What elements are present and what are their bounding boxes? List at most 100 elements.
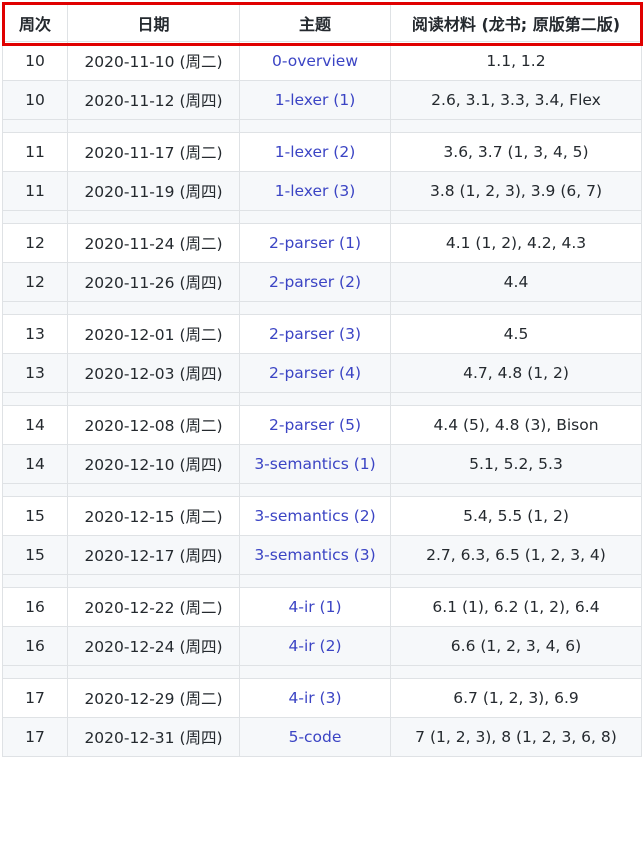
topic-link[interactable]: 4-ir (3) <box>239 678 391 718</box>
spacer-cell <box>67 119 240 133</box>
table-body: 10 2020-11-10 (周二) 0-overview 1.1, 1.2 10 202… <box>2 41 642 757</box>
spacer-cell <box>67 210 240 224</box>
week-cell: 16 <box>2 626 68 666</box>
spacer-cell <box>390 301 642 315</box>
table-row: 15 2020-12-17 (周四) 3-semantics (3) 2.7, 6.3… <box>2 535 642 575</box>
table-row: 13 2020-12-01 (周二) 2-parser (3) 4.5 <box>2 314 642 354</box>
table-row: 12 2020-11-26 (周四) 2-parser (2) 4.4 <box>2 262 642 302</box>
spacer-cell <box>239 392 391 406</box>
spacer-row <box>2 665 642 679</box>
spacer-row <box>2 574 642 588</box>
topic-link[interactable]: 3-semantics (3) <box>239 535 391 575</box>
date-cell: 2020-11-10 (周二) <box>67 41 240 81</box>
spacer-cell <box>239 483 391 497</box>
spacer-cell <box>239 301 391 315</box>
week-cell: 13 <box>2 353 68 393</box>
date-cell: 2020-12-03 (周四) <box>67 353 240 393</box>
reading-cell: 2.6, 3.1, 3.3, 3.4, Flex <box>390 80 642 120</box>
header-week: 周次 <box>2 3 68 42</box>
topic-link[interactable]: 2-parser (4) <box>239 353 391 393</box>
reading-cell: 6.6 (1, 2, 3, 4, 6) <box>390 626 642 666</box>
table-row: 16 2020-12-24 (周四) 4-ir (2) 6.6 (1, 2, 3, 4… <box>2 626 642 666</box>
table-row: 17 2020-12-31 (周四) 5-code 7 (1, 2, 3), 8 (1… <box>2 717 642 757</box>
topic-link[interactable]: 1-lexer (1) <box>239 80 391 120</box>
reading-cell: 4.5 <box>390 314 642 354</box>
topic-link[interactable]: 2-parser (3) <box>239 314 391 354</box>
week-cell: 11 <box>2 171 68 211</box>
topic-link[interactable]: 1-lexer (2) <box>239 132 391 172</box>
spacer-cell <box>239 665 391 679</box>
reading-cell: 7 (1, 2, 3), 8 (1, 2, 3, 6, 8) <box>390 717 642 757</box>
date-cell: 2020-12-31 (周四) <box>67 717 240 757</box>
header-date: 日期 <box>67 3 240 42</box>
date-cell: 2020-12-22 (周二) <box>67 587 240 627</box>
reading-cell: 4.1 (1, 2), 4.2, 4.3 <box>390 223 642 263</box>
spacer-cell <box>67 665 240 679</box>
table-row: 16 2020-12-22 (周二) 4-ir (1) 6.1 (1), 6.2 (1… <box>2 587 642 627</box>
topic-link[interactable]: 4-ir (1) <box>239 587 391 627</box>
reading-cell: 4.4 (5), 4.8 (3), Bison <box>390 405 642 445</box>
spacer-cell <box>239 210 391 224</box>
spacer-row <box>2 301 642 315</box>
week-cell: 13 <box>2 314 68 354</box>
week-cell: 11 <box>2 132 68 172</box>
spacer-cell <box>390 119 642 133</box>
spacer-cell <box>2 301 68 315</box>
schedule-table: 周次 日期 主题 阅读材料 (龙书; 原版第二版) 10 2020-11-10 (… <box>2 3 642 757</box>
date-cell: 2020-12-15 (周二) <box>67 496 240 536</box>
reading-cell: 6.7 (1, 2, 3), 6.9 <box>390 678 642 718</box>
spacer-cell <box>239 574 391 588</box>
spacer-row <box>2 483 642 497</box>
week-cell: 12 <box>2 223 68 263</box>
topic-link[interactable]: 2-parser (1) <box>239 223 391 263</box>
topic-link[interactable]: 3-semantics (2) <box>239 496 391 536</box>
table-row: 17 2020-12-29 (周二) 4-ir (3) 6.7 (1, 2, 3), … <box>2 678 642 718</box>
spacer-cell <box>2 574 68 588</box>
date-cell: 2020-12-08 (周二) <box>67 405 240 445</box>
topic-link[interactable]: 5-code <box>239 717 391 757</box>
date-cell: 2020-12-01 (周二) <box>67 314 240 354</box>
spacer-cell <box>390 574 642 588</box>
topic-link[interactable]: 1-lexer (3) <box>239 171 391 211</box>
date-cell: 2020-11-19 (周四) <box>67 171 240 211</box>
table-row: 14 2020-12-08 (周二) 2-parser (5) 4.4 (5), 4.… <box>2 405 642 445</box>
reading-cell: 5.4, 5.5 (1, 2) <box>390 496 642 536</box>
topic-link[interactable]: 0-overview <box>239 41 391 81</box>
topic-link[interactable]: 2-parser (2) <box>239 262 391 302</box>
table-row: 10 2020-11-10 (周二) 0-overview 1.1, 1.2 <box>2 41 642 81</box>
table-row: 11 2020-11-17 (周二) 1-lexer (2) 3.6, 3.7 (1,… <box>2 132 642 172</box>
week-cell: 14 <box>2 405 68 445</box>
spacer-cell <box>2 392 68 406</box>
spacer-cell <box>390 392 642 406</box>
spacer-cell <box>2 483 68 497</box>
table-row: 12 2020-11-24 (周二) 2-parser (1) 4.1 (1, 2),… <box>2 223 642 263</box>
week-cell: 17 <box>2 678 68 718</box>
date-cell: 2020-12-29 (周二) <box>67 678 240 718</box>
spacer-cell <box>390 665 642 679</box>
spacer-row <box>2 210 642 224</box>
week-cell: 10 <box>2 80 68 120</box>
topic-link[interactable]: 4-ir (2) <box>239 626 391 666</box>
week-cell: 10 <box>2 41 68 81</box>
header-reading: 阅读材料 (龙书; 原版第二版) <box>390 3 642 42</box>
date-cell: 2020-11-26 (周四) <box>67 262 240 302</box>
spacer-cell <box>2 665 68 679</box>
topic-link[interactable]: 2-parser (5) <box>239 405 391 445</box>
week-cell: 14 <box>2 444 68 484</box>
spacer-cell <box>239 119 391 133</box>
reading-cell: 6.1 (1), 6.2 (1, 2), 6.4 <box>390 587 642 627</box>
spacer-row <box>2 119 642 133</box>
spacer-cell <box>67 574 240 588</box>
reading-cell: 3.8 (1, 2, 3), 3.9 (6, 7) <box>390 171 642 211</box>
week-cell: 15 <box>2 535 68 575</box>
reading-cell: 4.7, 4.8 (1, 2) <box>390 353 642 393</box>
date-cell: 2020-12-17 (周四) <box>67 535 240 575</box>
reading-cell: 3.6, 3.7 (1, 3, 4, 5) <box>390 132 642 172</box>
spacer-row <box>2 392 642 406</box>
topic-link[interactable]: 3-semantics (1) <box>239 444 391 484</box>
table-row: 15 2020-12-15 (周二) 3-semantics (2) 5.4, 5.5… <box>2 496 642 536</box>
date-cell: 2020-12-10 (周四) <box>67 444 240 484</box>
reading-cell: 2.7, 6.3, 6.5 (1, 2, 3, 4) <box>390 535 642 575</box>
week-cell: 12 <box>2 262 68 302</box>
header-topic: 主题 <box>239 3 391 42</box>
